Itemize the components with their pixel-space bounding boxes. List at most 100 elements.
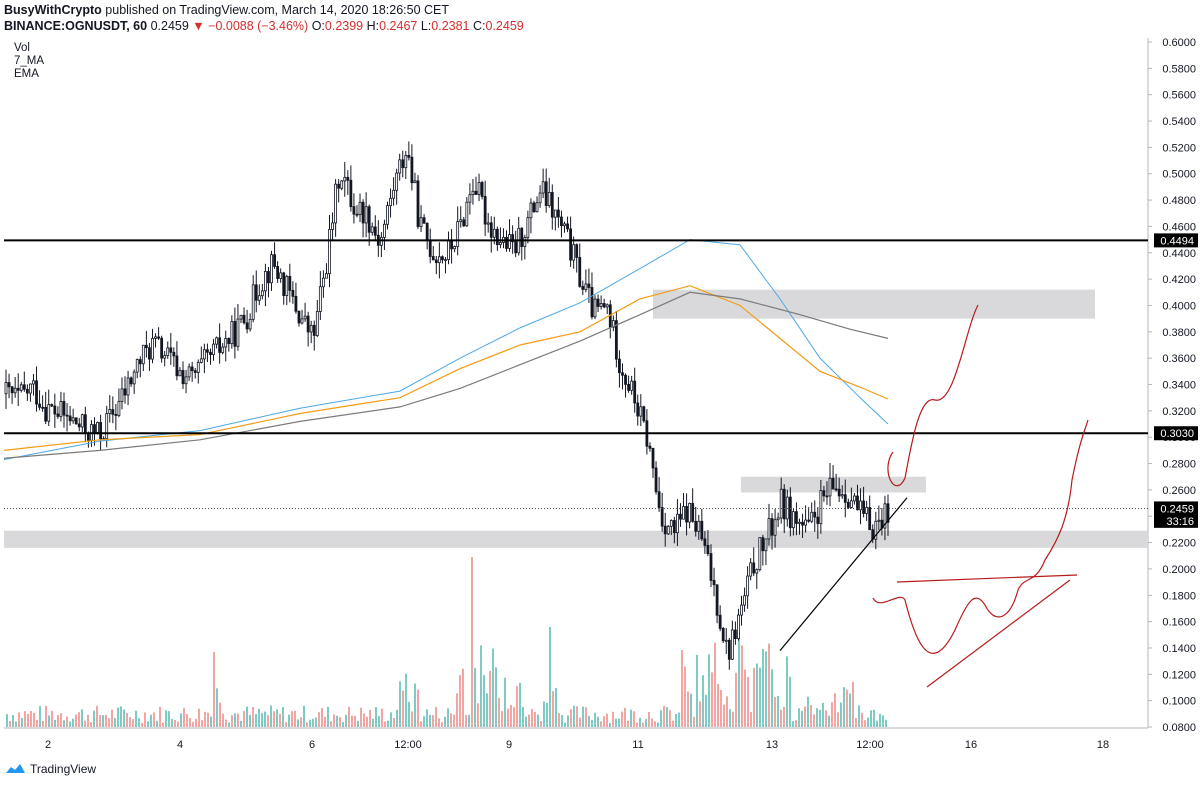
volume-bar bbox=[510, 704, 512, 727]
candle-body bbox=[291, 289, 295, 297]
symbol-label[interactable]: BINANCE:OGNUSDT, 60 bbox=[4, 19, 148, 33]
candle-body bbox=[737, 614, 740, 639]
candle-body bbox=[816, 516, 820, 524]
candle-body bbox=[175, 355, 179, 377]
candle-body bbox=[770, 518, 774, 536]
indicator-7ma[interactable]: 7_MA bbox=[14, 55, 45, 67]
price-tick-label: 0.1400 bbox=[1162, 643, 1196, 655]
price-tick-label: 0.2800 bbox=[1162, 459, 1196, 471]
indicator-vol[interactable]: Vol bbox=[14, 42, 30, 54]
volume-bar bbox=[399, 681, 401, 727]
volume-bar bbox=[576, 706, 578, 727]
volume-bar bbox=[450, 713, 452, 727]
volume-bar bbox=[873, 709, 875, 727]
volume-bar bbox=[207, 712, 209, 727]
tradingview-logo[interactable]: TradingView bbox=[6, 762, 96, 776]
volume-bar bbox=[471, 557, 473, 727]
candle-body bbox=[41, 406, 45, 409]
volume-bar bbox=[750, 712, 752, 727]
candle-body bbox=[318, 286, 322, 312]
volume-bar bbox=[291, 711, 293, 727]
candle-body bbox=[29, 383, 32, 394]
candle-body bbox=[630, 380, 634, 391]
indicator-legend: Vol 7_MA EMA bbox=[14, 42, 44, 81]
price-tick-label: 0.1200 bbox=[1162, 669, 1196, 681]
candle-body bbox=[618, 358, 621, 374]
volume-bar bbox=[87, 714, 89, 727]
volume-bar bbox=[297, 719, 299, 727]
candle-body bbox=[260, 290, 264, 297]
volume-bar bbox=[39, 706, 41, 727]
volume-bar bbox=[246, 706, 248, 727]
candle-body bbox=[273, 254, 276, 267]
candle-body bbox=[660, 507, 664, 527]
ascending-trendline[interactable] bbox=[779, 497, 908, 651]
candle-body bbox=[764, 538, 768, 552]
candle-body bbox=[813, 511, 817, 518]
support-resistance-zone[interactable] bbox=[4, 530, 1148, 548]
open-value: 0.2399 bbox=[324, 19, 364, 33]
volume-bar bbox=[309, 719, 311, 727]
volume-bar bbox=[231, 715, 233, 727]
candle-body bbox=[550, 192, 554, 218]
volume-bar bbox=[825, 710, 827, 727]
volume-bar bbox=[735, 672, 737, 727]
candle-body bbox=[144, 344, 148, 349]
candle-body bbox=[605, 304, 609, 308]
volume-bar bbox=[156, 720, 158, 727]
volume-bar bbox=[225, 719, 227, 727]
volume-bar bbox=[840, 702, 842, 727]
projection-path-2[interactable] bbox=[872, 419, 1089, 654]
candle-body bbox=[25, 388, 29, 394]
volume-bar bbox=[288, 714, 290, 727]
candle-body bbox=[404, 155, 408, 169]
volume-bar bbox=[531, 708, 533, 727]
time-tick-label: 12:00 bbox=[394, 739, 422, 751]
support-resistance-zone[interactable] bbox=[653, 289, 1095, 319]
volume-bar bbox=[597, 716, 599, 727]
volume-bar bbox=[570, 709, 572, 727]
volume-bar bbox=[666, 707, 668, 727]
candle-body bbox=[334, 183, 338, 224]
candle-body bbox=[624, 374, 627, 385]
candle-body bbox=[395, 172, 399, 191]
candle-body bbox=[59, 401, 63, 417]
volume-bar bbox=[549, 627, 551, 727]
candle-body bbox=[325, 273, 328, 279]
candle-body bbox=[129, 377, 133, 385]
ema-blue-line bbox=[3, 239, 889, 461]
volume-bar bbox=[846, 689, 848, 727]
projection-path-1[interactable] bbox=[887, 304, 979, 487]
candle-body bbox=[676, 513, 679, 534]
candle-body bbox=[505, 236, 508, 249]
candle-body bbox=[746, 575, 750, 597]
candle-body bbox=[593, 298, 597, 318]
volume-bar bbox=[255, 714, 257, 727]
candle-body bbox=[19, 384, 23, 391]
volume-bar bbox=[24, 711, 26, 727]
candle-body bbox=[611, 320, 615, 328]
candle-body bbox=[578, 257, 582, 287]
price-tick-label: 0.5000 bbox=[1162, 169, 1196, 181]
volume-bar bbox=[867, 717, 869, 727]
candle-body bbox=[401, 159, 405, 169]
candle-body bbox=[230, 321, 234, 345]
author-name[interactable]: BusyWithCrypto bbox=[4, 3, 102, 17]
candle-body bbox=[264, 271, 267, 292]
candle-body bbox=[529, 202, 533, 219]
candle-body bbox=[123, 388, 127, 396]
time-tick-label: 6 bbox=[309, 739, 315, 751]
indicator-ema[interactable]: EMA bbox=[14, 68, 39, 80]
price-tick-label: 0.1800 bbox=[1162, 590, 1196, 602]
volume-bar bbox=[351, 715, 353, 727]
price-tick-label: 0.2600 bbox=[1162, 485, 1196, 497]
volume-bar bbox=[633, 711, 635, 727]
volume-bar bbox=[240, 720, 242, 727]
volume-bar bbox=[369, 709, 371, 727]
red-support-line[interactable] bbox=[926, 579, 1071, 688]
volume-bar bbox=[294, 710, 296, 727]
volume-bar bbox=[345, 714, 347, 727]
red-resistance-line[interactable] bbox=[896, 574, 1078, 583]
candle-body bbox=[453, 246, 457, 250]
